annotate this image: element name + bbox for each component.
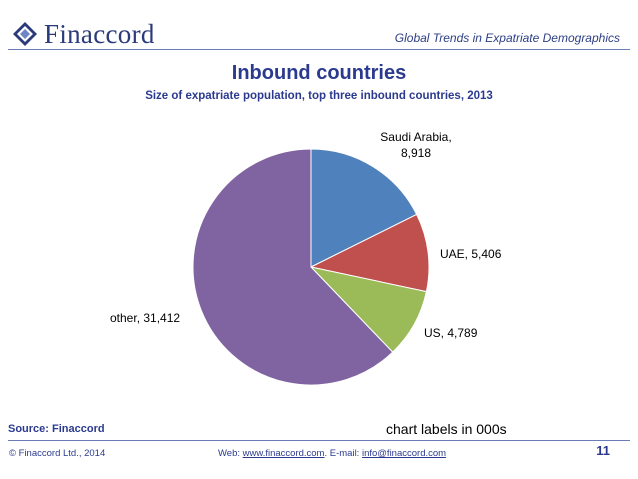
slice-value-saudi-arabia: 8,918 <box>401 146 431 160</box>
units-note: chart labels in 000s <box>386 421 507 437</box>
email-link[interactable]: info@finaccord.com <box>361 448 447 459</box>
source-note: Source: Finaccord <box>8 423 105 435</box>
slice-label-us: US, 4,789 <box>424 326 478 340</box>
pie-slice-uae <box>309 213 430 293</box>
slide-subtitle: Size of expatriate population, top three… <box>145 90 493 102</box>
finaccord-diamond-logo-icon <box>13 22 37 46</box>
slice-label-other: other, 31,412 <box>110 311 180 325</box>
footer-contact: Web: www.finaccord.com. E-mail: info@fin… <box>218 448 446 459</box>
copyright: © Finaccord Ltd., 2014 <box>9 448 106 459</box>
header-divider <box>8 49 630 50</box>
pie-slice-other <box>192 148 394 386</box>
page-number: 11 <box>596 443 610 458</box>
slice-label-saudi-arabia: Saudi Arabia, <box>380 130 451 144</box>
header-title: Global Trends in Expatriate Demographics <box>394 31 620 45</box>
slide-title: Inbound countries <box>231 62 407 84</box>
web-prefix: Web: <box>218 448 243 459</box>
footer-divider <box>8 440 630 441</box>
pie-slice-saudi-arabia <box>310 148 418 268</box>
finaccord-logo: Finaccord <box>12 18 155 49</box>
email-prefix: . E-mail: <box>324 448 362 459</box>
logo-wordmark: Finaccord <box>44 18 155 49</box>
website-link[interactable]: www.finaccord.com <box>242 448 325 459</box>
slice-label-uae: UAE, 5,406 <box>440 247 502 261</box>
